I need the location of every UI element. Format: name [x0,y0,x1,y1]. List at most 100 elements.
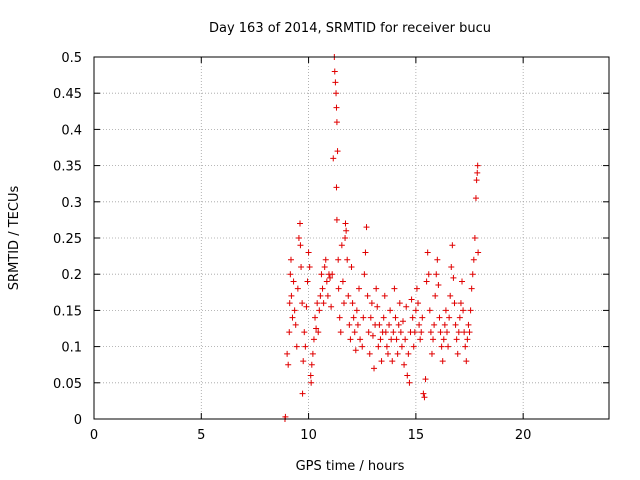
data-point [474,162,481,169]
x-tick-label: 10 [300,428,317,443]
data-point [318,271,325,278]
x-tick-label: 5 [197,428,205,443]
data-point [330,155,337,162]
data-point [409,314,416,321]
data-point [290,278,297,285]
data-point [402,336,409,343]
y-tick-label: 0.35 [53,160,82,175]
data-point [294,285,301,292]
data-point [406,379,413,386]
data-point [365,329,372,336]
data-point [457,300,464,307]
data-point [447,292,454,299]
data-point [464,336,471,343]
data-point [327,274,334,281]
x-tick-label: 15 [408,428,425,443]
data-point [373,285,380,292]
data-point [363,224,370,231]
data-point [393,336,400,343]
data-point [433,271,440,278]
data-point [474,169,481,176]
data-point [317,292,324,299]
data-point [287,271,294,278]
data-point [375,343,382,350]
y-tick-label: 0.45 [53,87,82,102]
data-point [348,263,355,270]
plot-frame [93,56,610,420]
data-point [362,249,369,256]
data-point [338,242,345,249]
data-point [412,307,419,314]
data-point [421,394,428,401]
data-point [434,256,441,263]
data-point [335,256,342,263]
data-point [423,278,430,285]
data-point [374,303,381,310]
data-point [333,104,340,111]
data-point [439,358,446,365]
data-point [420,390,427,397]
data-point [299,390,306,397]
data-point [298,263,305,270]
data-point [342,220,349,227]
data-point [352,347,359,354]
data-point [310,336,317,343]
data-point [381,292,388,299]
data-point [436,314,443,321]
data-point [371,365,378,372]
chart-title: Day 163 of 2014, SRMTID for receiver buc… [209,21,491,36]
data-point [314,300,321,307]
data-point [452,321,459,328]
data-point [337,329,344,336]
data-point [425,271,432,278]
data-point [328,303,335,310]
data-point [301,329,308,336]
data-point [319,285,326,292]
data-point [344,256,351,263]
data-point [340,300,347,307]
data-point [391,285,398,292]
data-point [286,300,293,307]
y-tick-label: 0.05 [53,377,82,392]
y-tick-label: 0.3 [61,196,82,211]
x-tick-label: 20 [515,428,532,443]
data-point [389,358,396,365]
data-point [473,177,480,184]
data-point [468,285,475,292]
data-point [440,336,447,343]
data-point [320,300,327,307]
data-point [284,350,291,357]
data-point [333,119,340,126]
data-point [357,336,364,343]
data-point [324,292,331,299]
data-point [390,329,397,336]
data-point [305,249,312,256]
data-point [448,263,455,270]
data-point [336,314,343,321]
data-point [295,235,302,241]
data-point [419,314,426,321]
data-point [304,278,311,285]
data-point [308,361,315,368]
data-point [350,314,357,321]
data-point [382,329,389,336]
grid-lines [94,57,609,419]
data-point [392,314,399,321]
data-point [384,350,391,357]
data-point [456,314,463,321]
data-point [383,343,390,350]
data-point [469,271,476,278]
data-point [376,321,383,328]
data-point [450,274,457,281]
data-point [404,372,411,379]
data-point [313,325,320,332]
data-point [342,235,349,241]
data-point [339,278,346,285]
x-axis-label: GPS time / hours [296,459,405,474]
x-axis-ticks: 0 5 10 15 20 [90,57,532,443]
data-point [460,307,467,314]
data-point [335,285,342,292]
data-point [435,282,442,289]
data-point [289,314,296,321]
